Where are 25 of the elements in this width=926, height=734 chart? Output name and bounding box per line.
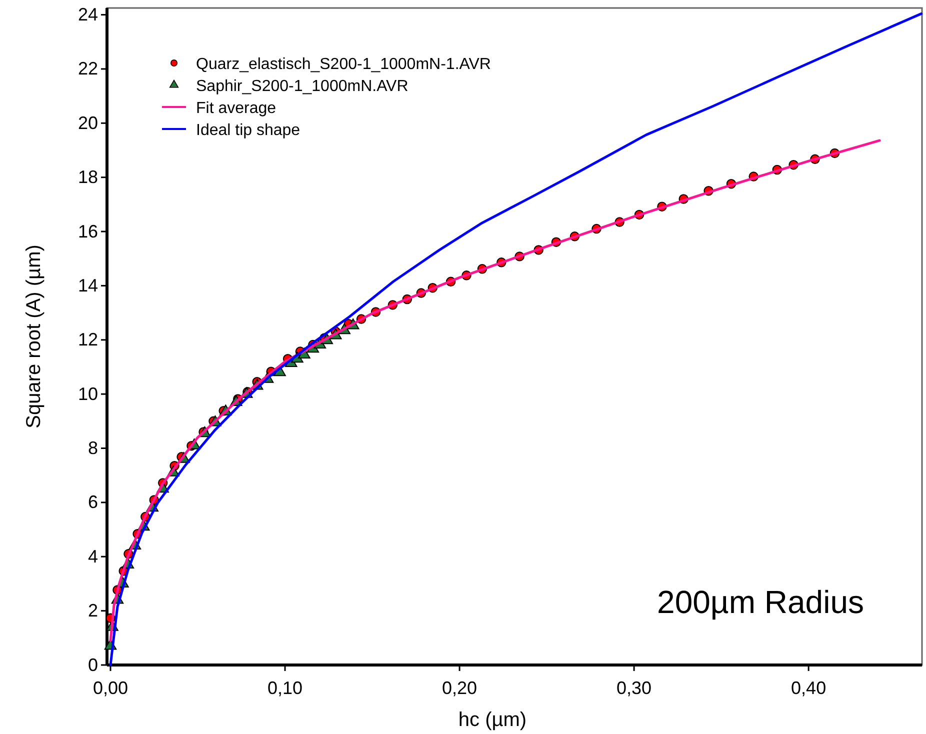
- legend-label: Quarz_elastisch_S200-1_1000mN-1.AVR: [196, 56, 491, 73]
- x-tick-label: 0,10: [267, 678, 303, 698]
- x-tick-label: 0,00: [92, 678, 128, 698]
- y-tick-label: 12: [78, 330, 98, 350]
- annotation: 200µm Radius: [657, 584, 864, 620]
- y-tick-label: 2: [88, 600, 98, 621]
- x-tick-label: 0,30: [616, 678, 652, 698]
- y-tick-label: 8: [88, 438, 98, 458]
- y-tick-label: 16: [78, 221, 98, 242]
- legend-label: Fit average: [196, 100, 276, 117]
- y-tick-label: 14: [78, 275, 98, 296]
- y-tick-label: 4: [88, 546, 98, 566]
- legend-label: Ideal tip shape: [196, 122, 300, 139]
- x-tick-label: 0,40: [791, 678, 826, 698]
- x-axis-title: hc (µm): [458, 709, 527, 731]
- y-tick-label: 6: [88, 492, 98, 512]
- y-tick-label: 22: [78, 58, 98, 79]
- x-tick-label: 0,20: [442, 678, 478, 698]
- y-axis-title: Square root (A) (µm): [23, 244, 45, 428]
- y-tick-label: 18: [78, 167, 98, 188]
- y-tick-label: 10: [78, 384, 98, 404]
- y-tick-label: 24: [78, 4, 98, 25]
- y-tick-label: 20: [78, 112, 98, 133]
- legend-label: Saphir_S200-1_1000mN.AVR: [196, 78, 408, 95]
- y-tick-label: 0: [88, 654, 98, 675]
